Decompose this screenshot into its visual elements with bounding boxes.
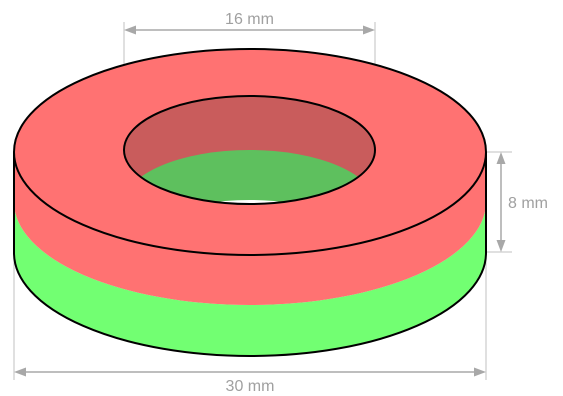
south-pole-outer-wall [14,202,486,356]
height-label: 8 mm [508,195,548,212]
outer-diameter-label: 30 mm [226,378,275,395]
arrow-left-icon [14,367,26,377]
height-dimension: 8 mm [496,152,548,252]
north-pole-outer-wall [14,152,486,305]
ring-outlines [13,48,487,357]
arrow-down-icon [496,240,506,252]
arrow-left-icon [124,25,136,35]
north-pole-top-face [14,49,486,255]
arrow-up-icon [496,152,506,164]
inner-top-edge [123,95,376,205]
south-pole-inner-wall [124,150,375,204]
outer-diameter-dimension: 30 mm [14,367,486,395]
arrow-right-icon [474,367,486,377]
ring-magnet [13,48,487,357]
outer-bottom-edge [13,252,487,357]
inner-diameter-label: 16 mm [225,11,274,28]
inner-diameter-dimension: 16 mm [124,11,375,35]
inner-bore [124,96,375,204]
arrow-right-icon [363,25,375,35]
